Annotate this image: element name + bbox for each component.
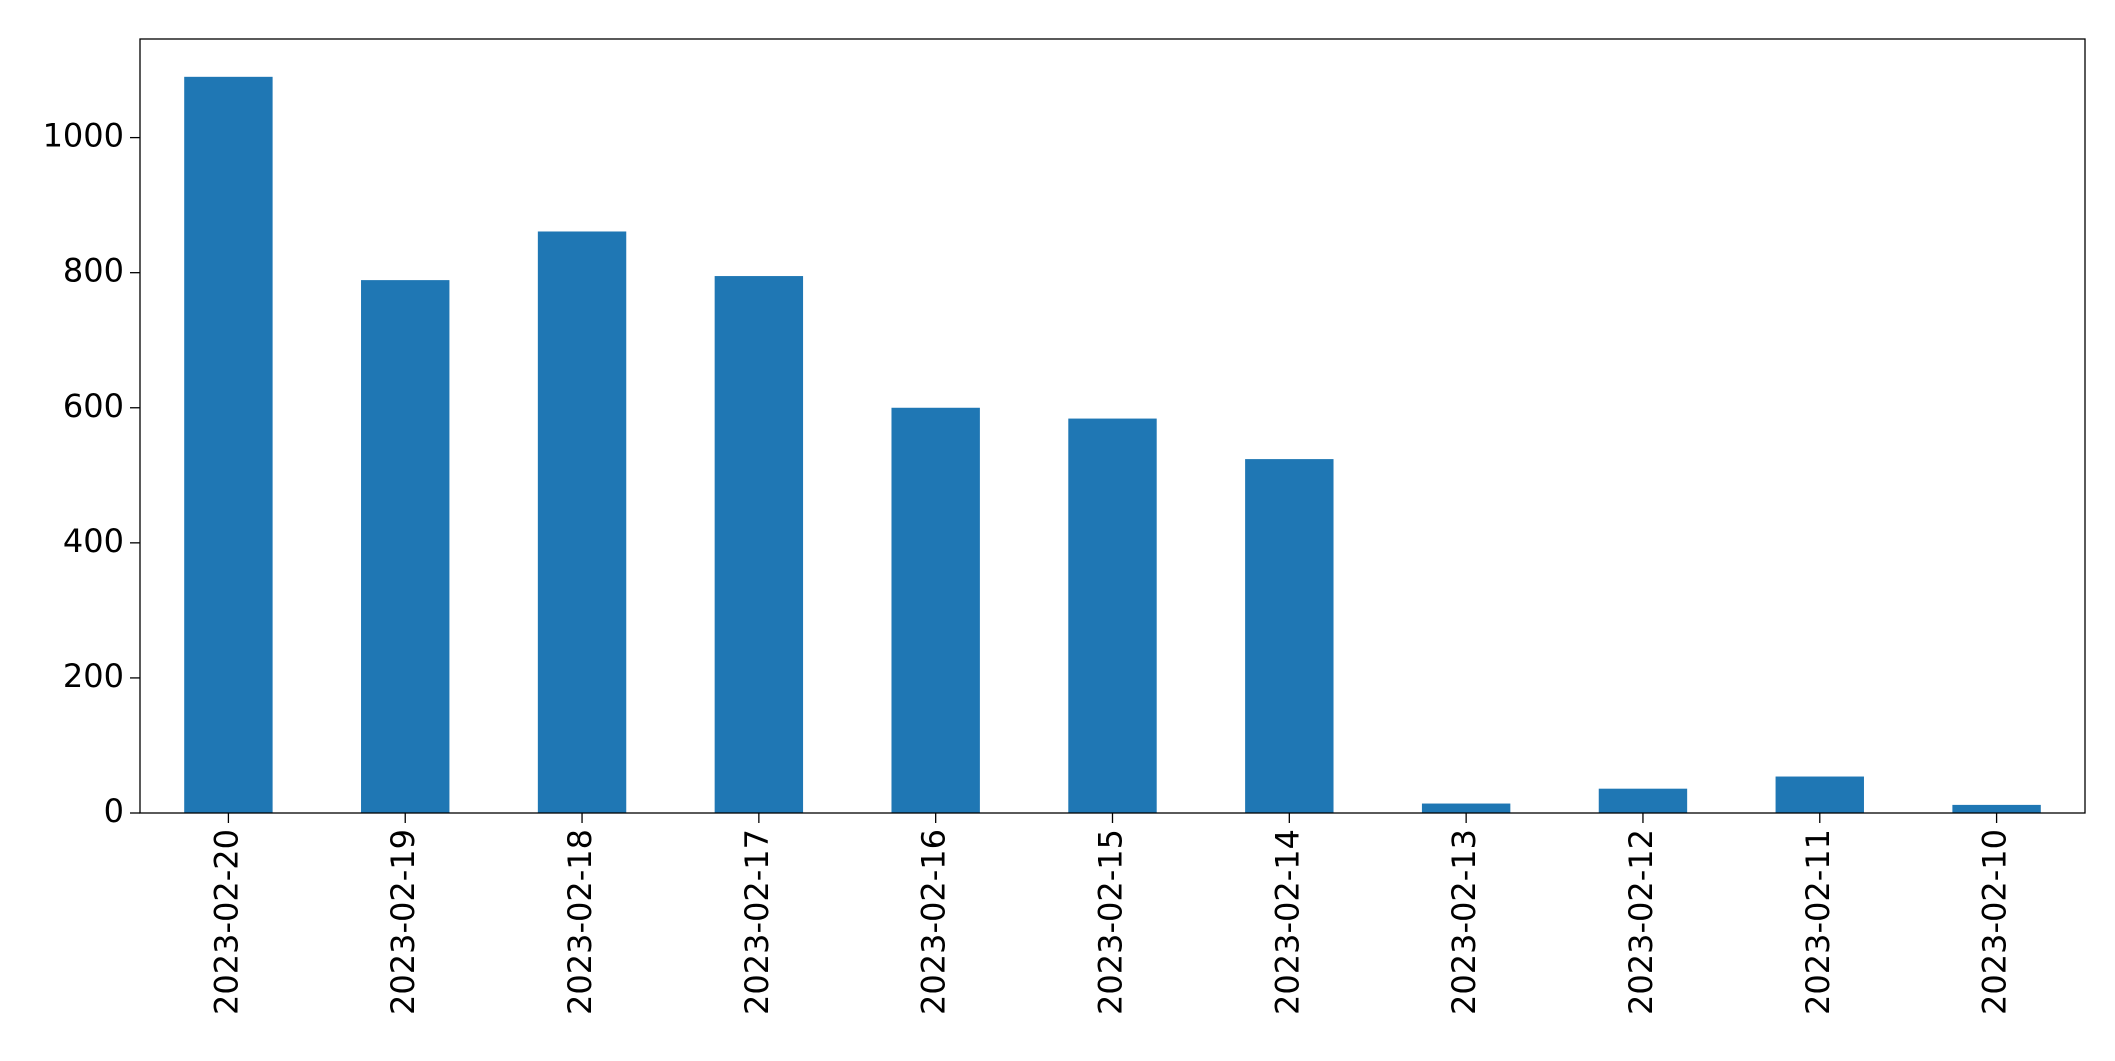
x-tick-label: 2023-02-19 (384, 829, 422, 1015)
y-tick-label: 800 (63, 252, 124, 290)
bar (184, 76, 273, 813)
x-tick-label: 2023-02-20 (207, 829, 245, 1015)
x-tick-label: 2023-02-17 (738, 829, 776, 1015)
y-tick-label: 0 (104, 792, 124, 830)
x-tick-label: 2023-02-12 (1622, 829, 1660, 1015)
bar (1775, 776, 1864, 813)
bar (1068, 418, 1157, 813)
x-tick-label: 2023-02-11 (1799, 829, 1837, 1015)
y-tick-label: 400 (63, 522, 124, 560)
bar (891, 407, 980, 813)
x-tick-label: 2023-02-13 (1445, 829, 1483, 1015)
x-tick-label: 2023-02-15 (1092, 829, 1130, 1015)
x-tick-label: 2023-02-10 (1976, 829, 2014, 1015)
bar (714, 276, 804, 813)
x-tick-label: 2023-02-16 (915, 829, 953, 1015)
x-tick-label: 2023-02-18 (561, 829, 599, 1015)
bar (537, 231, 627, 813)
plot-frame (139, 38, 2086, 814)
x-tick-label: 2023-02-14 (1268, 829, 1306, 1015)
y-tick-label: 200 (63, 657, 124, 695)
y-tick-label: 1000 (43, 117, 124, 155)
bar (1598, 788, 1688, 813)
bar (361, 280, 450, 813)
y-tick-label: 600 (63, 387, 124, 425)
bar (1245, 459, 1334, 813)
bar (1952, 804, 2041, 813)
bar (1421, 803, 1511, 813)
